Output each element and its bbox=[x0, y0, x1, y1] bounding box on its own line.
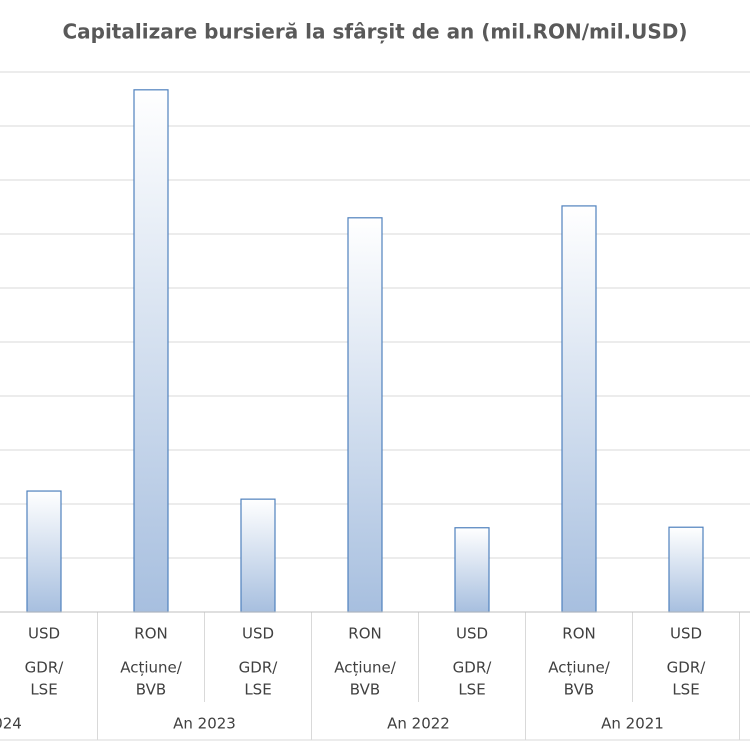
bar bbox=[133, 89, 169, 613]
x-subcategory-label: GDR/ bbox=[239, 659, 279, 677]
x-group-label: An 2023 bbox=[173, 715, 236, 733]
x-subcategory-label: BVB bbox=[350, 681, 380, 699]
x-tick-label: RON bbox=[348, 625, 381, 643]
x-subcategory-label: GDR/ bbox=[453, 659, 493, 677]
x-subcategory-label: Acțiune/ bbox=[334, 659, 397, 677]
x-subcategory-label: BVB bbox=[136, 681, 166, 699]
x-tick-label: RON bbox=[134, 625, 167, 643]
x-subcategory-label: GDR/ bbox=[667, 659, 707, 677]
chart-title: Capitalizare bursieră la sfârșit de an (… bbox=[62, 20, 687, 44]
x-group-label: An 2021 bbox=[601, 715, 664, 733]
x-subcategory-label: GDR/ bbox=[25, 659, 65, 677]
x-subcategory-label: BVB bbox=[564, 681, 594, 699]
bar bbox=[561, 205, 597, 613]
x-subcategory-label: LSE bbox=[30, 681, 57, 699]
x-subcategory-label: LSE bbox=[672, 681, 699, 699]
x-subcategory-label: LSE bbox=[458, 681, 485, 699]
x-tick-label: RON bbox=[562, 625, 595, 643]
x-tick-label: USD bbox=[28, 625, 60, 643]
x-group-label: An 2024 bbox=[0, 715, 22, 733]
x-subcategory-label: Acțiune/ bbox=[120, 659, 183, 677]
x-tick-label: USD bbox=[242, 625, 274, 643]
x-subcategory-label: Acțiune/ bbox=[548, 659, 611, 677]
bar bbox=[668, 526, 704, 613]
bar bbox=[454, 527, 490, 613]
x-tick-label: USD bbox=[456, 625, 488, 643]
bar bbox=[240, 498, 276, 613]
bar bbox=[347, 217, 383, 613]
x-group-label: An 2022 bbox=[387, 715, 450, 733]
x-tick-label: USD bbox=[670, 625, 702, 643]
bar bbox=[26, 490, 62, 613]
x-subcategory-label: LSE bbox=[244, 681, 271, 699]
